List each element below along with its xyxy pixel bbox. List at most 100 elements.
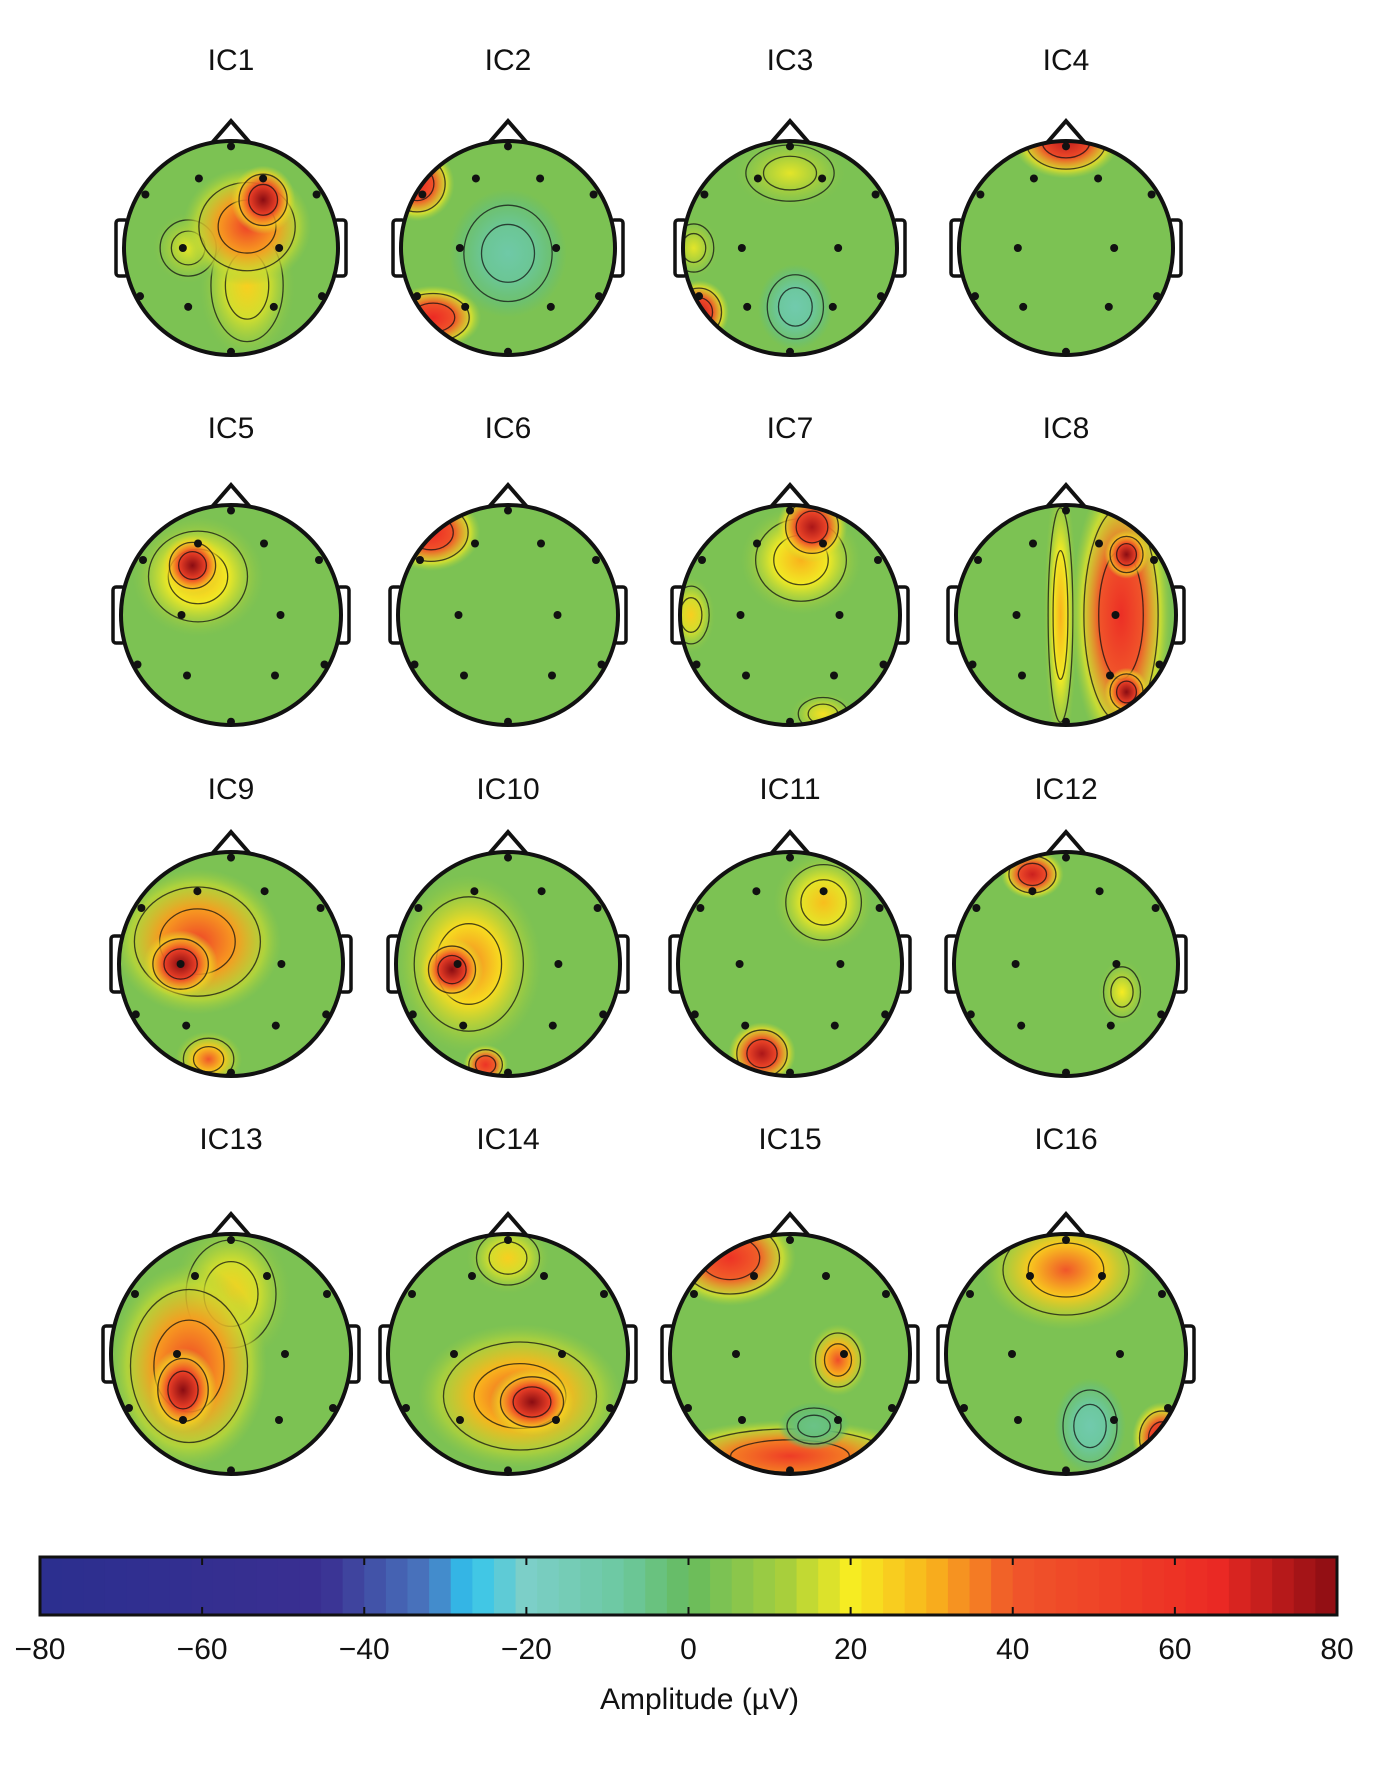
- electrode-marker: [974, 556, 982, 564]
- contour-line: [413, 896, 525, 1032]
- electrode-marker: [1112, 960, 1121, 968]
- contour-line: [480, 223, 536, 283]
- nose-marker: [209, 1210, 253, 1239]
- electrode-marker: [818, 174, 827, 183]
- contour-line: [683, 232, 707, 264]
- electrode-marker: [835, 611, 844, 619]
- electrode-marker: [1062, 142, 1070, 151]
- electrode-marker: [871, 190, 880, 199]
- electrode-marker: [736, 611, 745, 619]
- contour-line: [1052, 550, 1069, 681]
- electrode-marker: [504, 142, 512, 151]
- colorbar-segment: [1012, 1557, 1035, 1615]
- head-outline: [944, 1232, 1188, 1476]
- electrode-marker: [741, 1021, 750, 1030]
- amplitude-region: [1054, 1378, 1126, 1474]
- electrode-marker: [276, 611, 285, 619]
- electrode-marker: [275, 244, 284, 252]
- electrode-marker: [700, 190, 709, 199]
- nose-marker: [1044, 117, 1088, 146]
- electrode-marker: [227, 142, 235, 151]
- contour-line: [784, 505, 840, 555]
- contour-line: [475, 1234, 541, 1286]
- electrode-marker: [554, 960, 563, 968]
- electrode-marker: [194, 539, 202, 548]
- colorbar-segment: [61, 1557, 84, 1615]
- electrode-marker: [1106, 671, 1114, 680]
- contour-line: [823, 1343, 853, 1377]
- colorbar-segment: [515, 1557, 538, 1615]
- electrode-marker: [271, 671, 279, 680]
- nose-marker: [209, 481, 253, 510]
- contour-line: [736, 1029, 788, 1076]
- electrode-marker: [750, 1272, 758, 1280]
- contour-line: [762, 155, 818, 191]
- electrode-marker: [177, 611, 186, 619]
- colorbar-segment: [1207, 1557, 1230, 1615]
- electrode-marker: [139, 556, 147, 564]
- head-outline: [117, 850, 345, 1078]
- head-outline: [396, 503, 620, 727]
- contour-line: [147, 530, 249, 623]
- electrode-marker: [819, 887, 828, 896]
- contour-line: [512, 1386, 552, 1418]
- colorbar-tick-label: 80: [1320, 1633, 1354, 1666]
- colorbar-segment: [1142, 1557, 1165, 1615]
- panel-title: IC6: [484, 412, 532, 445]
- contour-line: [1115, 680, 1138, 704]
- colorbar-label: Amplitude (µV): [599, 1683, 799, 1716]
- electrode-marker: [176, 960, 185, 968]
- colorbar-segment: [602, 1557, 625, 1615]
- electrode-marker: [227, 1236, 235, 1244]
- scalp-map: [101, 1210, 361, 1476]
- colorbar-segment: [947, 1557, 971, 1615]
- electrode-marker: [1098, 1272, 1106, 1280]
- electrode-marker: [834, 1416, 842, 1424]
- electrode-marker: [182, 1021, 191, 1030]
- scalp-map: [936, 1210, 1196, 1476]
- nose-marker: [486, 828, 530, 857]
- head-outline: [957, 139, 1175, 357]
- electrode-marker: [471, 539, 479, 548]
- colorbar-segment: [645, 1557, 668, 1615]
- electrode-marker: [504, 1236, 512, 1244]
- head-outline: [394, 850, 622, 1078]
- electrode-marker: [1062, 853, 1070, 862]
- electrode-marker: [546, 302, 555, 311]
- panel-title: IC4: [1042, 44, 1090, 77]
- head-outline: [119, 503, 343, 727]
- electrode-marker: [504, 506, 512, 515]
- colorbar-segment: [472, 1557, 495, 1615]
- electrode-marker: [1095, 887, 1104, 896]
- electrode-marker: [456, 1416, 464, 1424]
- contour-line: [238, 173, 288, 227]
- electrode-marker: [418, 190, 427, 199]
- electrode-marker: [1019, 302, 1028, 311]
- panel-title: IC7: [766, 412, 814, 445]
- scalp-map: [946, 481, 1186, 727]
- contour-line: [133, 886, 262, 997]
- colorbar-segment: [883, 1557, 906, 1615]
- electrode-marker: [537, 887, 546, 896]
- electrode-marker: [735, 960, 744, 968]
- colorbar-tick-label: 0: [680, 1633, 697, 1666]
- electrode-marker: [1062, 506, 1070, 515]
- colorbar-tick-label: 60: [1158, 1633, 1192, 1666]
- colorbar-segment: [104, 1557, 128, 1615]
- colorbar-segment: [126, 1557, 149, 1615]
- electrode-marker: [1013, 244, 1022, 252]
- panel-title: IC12: [1034, 773, 1098, 806]
- colorbar-segment: [1077, 1557, 1100, 1615]
- colorbar-segment: [580, 1557, 603, 1615]
- amplitude-region: [773, 852, 874, 953]
- head-outline: [109, 1232, 353, 1476]
- contour-line: [800, 879, 847, 926]
- colorbar-segment: [558, 1557, 582, 1615]
- electrode-marker: [552, 1416, 560, 1424]
- electrode-marker: [1095, 539, 1103, 548]
- contour-line: [683, 223, 715, 273]
- electrode-marker: [1111, 611, 1120, 619]
- colorbar-segment: [321, 1557, 344, 1615]
- colorbar-segment: [926, 1557, 949, 1615]
- head-outline: [676, 850, 904, 1078]
